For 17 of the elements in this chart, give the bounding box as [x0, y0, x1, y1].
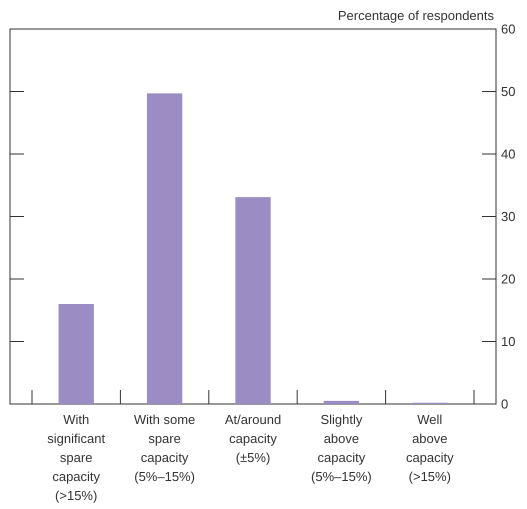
y-axis-title: Percentage of respondents [338, 8, 494, 23]
bar [235, 197, 271, 404]
x-tick-label: At/around capacity (±5%) [224, 412, 282, 465]
y-tick-label: 40 [501, 146, 516, 162]
y-tick-label: 60 [501, 22, 516, 37]
y-tick-label: 30 [501, 209, 516, 224]
bar [146, 93, 182, 404]
y-tick-label: 20 [501, 272, 516, 287]
x-tick-label: Well above capacity (>15%) [406, 412, 454, 484]
bar [324, 400, 360, 404]
x-tick-label: Slightly above capacity (5%–15%) [311, 412, 372, 484]
bar [58, 304, 94, 404]
x-tick-label: With significant spare capacity (>15%) [47, 412, 106, 503]
y-tick-label: 0 [501, 396, 508, 412]
y-tick-label: 50 [501, 84, 516, 100]
y-tick-label: 10 [501, 334, 516, 350]
x-tick-label: With some spare capacity (5%–15%) [134, 412, 196, 484]
